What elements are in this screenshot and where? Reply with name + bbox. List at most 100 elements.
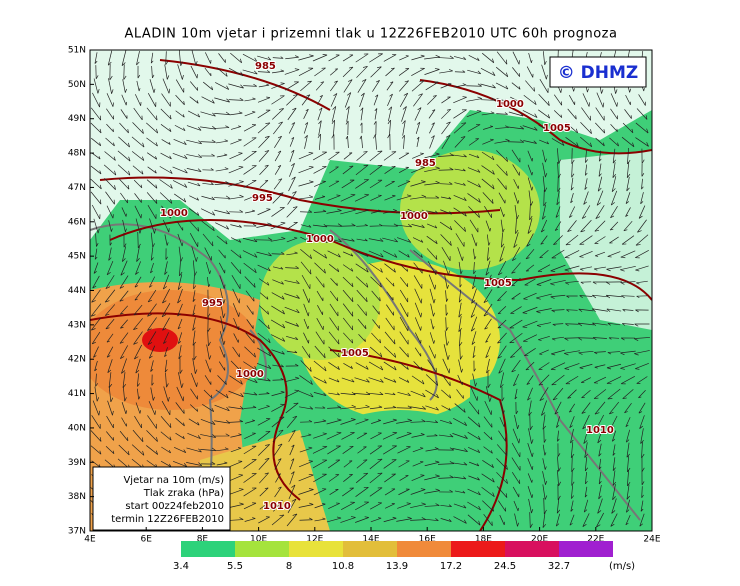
wind-arrow	[429, 288, 436, 304]
wind-arrow	[163, 386, 170, 402]
wind-arrow	[93, 78, 100, 94]
wind-arrow	[313, 473, 327, 483]
wind-arrow	[191, 373, 198, 387]
wind-arrow	[327, 445, 341, 455]
wind-arrow	[583, 499, 589, 513]
wind-arrow	[344, 92, 352, 108]
wind-arrow	[527, 485, 534, 499]
wind-arrow	[122, 79, 127, 93]
wind-arrow	[384, 165, 396, 174]
wind-arrow	[164, 234, 169, 246]
wind-arrow	[95, 65, 99, 80]
wind-arrow	[286, 415, 298, 429]
wind-arrow	[162, 78, 171, 94]
wind-arrow	[584, 164, 588, 176]
wind-arrow	[178, 50, 184, 67]
wind-arrow	[243, 124, 257, 132]
wind-arrow	[496, 486, 508, 498]
wind-arrow	[413, 262, 423, 274]
wind-arrow	[641, 178, 644, 190]
isobar-label: 1005	[484, 278, 512, 289]
wind-arrow	[528, 498, 534, 514]
lat-label: 47N	[68, 183, 86, 193]
wind-arrow	[621, 295, 635, 299]
wind-arrow	[257, 430, 271, 441]
wind-arrow	[542, 414, 546, 430]
wind-arrow	[284, 280, 300, 284]
wind-arrow	[627, 470, 631, 487]
lon-label: 18E	[475, 535, 492, 545]
wind-arrow	[271, 305, 285, 315]
wind-arrow	[410, 209, 426, 213]
wind-arrow	[370, 194, 382, 201]
wind-arrow	[256, 363, 272, 369]
wind-arrow	[355, 516, 369, 523]
wind-arrow	[287, 191, 297, 205]
wind-arrow	[243, 445, 257, 455]
wind-arrow	[467, 124, 481, 132]
wind-arrow	[467, 69, 482, 75]
info-line: Vjetar na 10m (m/s)	[123, 475, 224, 486]
colorbar-swatch	[451, 541, 505, 557]
wind-arrow	[425, 405, 439, 411]
wind-arrow	[511, 82, 521, 90]
wind-arrow	[105, 445, 115, 455]
wind-arrow	[512, 51, 520, 65]
wind-arrow	[577, 322, 594, 327]
wind-arrow	[411, 224, 425, 228]
wind-arrow	[90, 191, 102, 205]
wind-arrow	[527, 443, 534, 457]
wind-arrow	[424, 503, 440, 507]
wind-arrow	[526, 375, 534, 385]
wind-arrow	[176, 221, 184, 231]
wind-arrow	[160, 152, 172, 160]
lon-label: 10E	[250, 535, 267, 545]
wind-arrow	[624, 402, 632, 414]
wind-arrow	[593, 266, 606, 271]
wind-arrow	[592, 322, 608, 327]
wind-arrow	[150, 247, 154, 261]
wind-arrow	[192, 358, 198, 374]
wind-arrow	[259, 180, 269, 188]
wind-arrow	[314, 503, 326, 509]
wind-arrow	[328, 151, 340, 161]
wind-arrow	[580, 219, 592, 233]
wind-arrow	[481, 151, 495, 161]
wind-arrow	[472, 373, 477, 387]
wind-arrow	[304, 134, 308, 149]
wind-arrow	[467, 488, 481, 496]
lat-label: 49N	[68, 114, 86, 124]
wind-arrow	[327, 459, 341, 469]
wind-arrow	[173, 138, 187, 146]
wind-arrow	[329, 488, 339, 495]
wind-arrow	[175, 402, 185, 414]
wind-arrow	[595, 107, 605, 121]
wind-arrow	[373, 94, 379, 106]
wind-arrow	[582, 513, 590, 527]
wind-arrow	[90, 178, 102, 190]
wind-arrow	[228, 83, 244, 89]
wind-arrow	[635, 122, 649, 134]
wind-arrow	[356, 65, 368, 78]
wind-arrow	[342, 445, 354, 454]
wind-arrow	[273, 500, 283, 512]
wind-arrow	[218, 262, 226, 274]
wind-arrow	[401, 134, 405, 149]
wind-arrow	[471, 331, 477, 345]
wind-arrow	[511, 442, 521, 458]
wind-arrow	[287, 107, 297, 121]
wind-arrow	[555, 206, 561, 218]
wind-arrow	[554, 221, 562, 231]
wind-arrow	[398, 377, 410, 383]
wind-arrow	[191, 50, 198, 66]
wind-arrow	[121, 417, 127, 427]
wind-arrow	[105, 318, 115, 330]
wind-arrow	[90, 122, 102, 134]
wind-arrow	[356, 432, 368, 440]
isobar-label: 1000	[496, 99, 524, 110]
wind-arrow	[105, 191, 115, 205]
wind-arrow	[189, 220, 200, 232]
wind-arrow	[200, 461, 216, 465]
wind-arrow	[178, 246, 183, 262]
wind-arrow	[245, 290, 255, 302]
